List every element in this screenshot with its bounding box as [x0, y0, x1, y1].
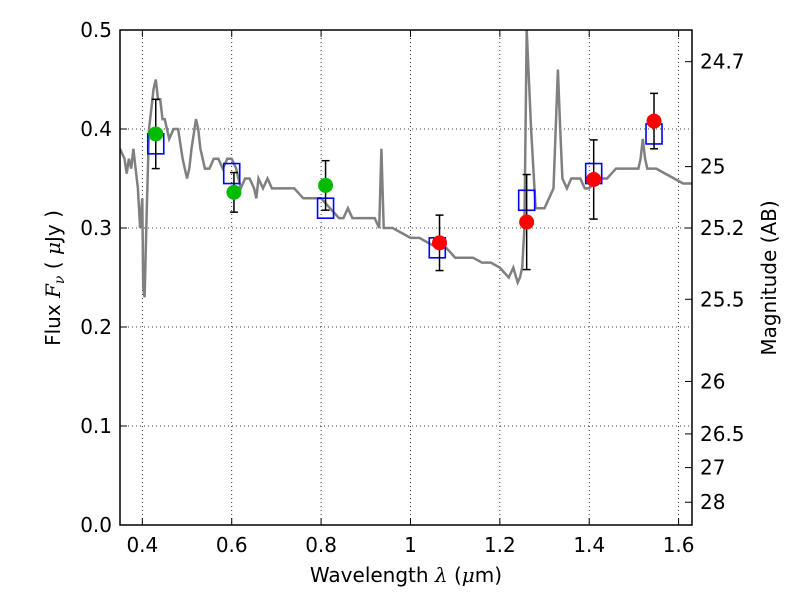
y2-tick-label: 24.7: [700, 50, 745, 74]
x-tick-label: 0.8: [305, 533, 337, 557]
observed-red-point: [432, 235, 448, 251]
plot-frame: [119, 29, 693, 526]
model-photometry-square: [222, 162, 241, 185]
x-tick-label: 0.4: [126, 533, 158, 557]
y-tick-label: 0.3: [80, 216, 112, 240]
x-tick-label: 0.6: [216, 533, 248, 557]
y-tick-label: 0.2: [80, 315, 112, 339]
observed-green-point: [148, 126, 164, 142]
y2-axis-title: Magnitude (AB): [757, 200, 781, 355]
observed-red-point: [586, 171, 602, 187]
x-tick-label: 1.6: [663, 533, 695, 557]
axis-ticks: 0.4 0.6 0.8 1 1.2 1.4 1.6 0.0 0.1 0.2 0.3 0.4 0.5 24.…: [80, 18, 744, 557]
sed-model-line: [120, 30, 692, 298]
observed-red-point: [646, 113, 662, 129]
y2-tick-label: 25.2: [700, 216, 745, 240]
observed-green-point: [226, 184, 242, 200]
y2-tick-label: 25.5: [700, 287, 745, 311]
y2-tick-label: 27: [700, 456, 725, 480]
y2-tick-label: 26.5: [700, 422, 745, 446]
x-tick-label: 1.4: [573, 533, 605, 557]
y-axis-title: Flux Fν ( μJy ): [41, 210, 68, 346]
y-tick-label: 0.1: [80, 414, 112, 438]
y2-tick-label: 28: [700, 490, 725, 514]
observed-red-point: [519, 214, 535, 230]
y2-tick-label: 25: [700, 155, 725, 179]
observed-green-point: [318, 177, 334, 193]
grid-lines: [120, 29, 692, 526]
y-tick-label: 0.0: [80, 513, 112, 537]
x-tick-label: 1: [404, 533, 417, 557]
x-axis-title: Wavelength λ (μm): [310, 563, 502, 587]
y-tick-label: 0.4: [80, 117, 112, 141]
plot-area: [120, 30, 692, 298]
x-tick-label: 1.2: [484, 533, 516, 557]
y2-tick-label: 26: [700, 369, 725, 393]
y-tick-label: 0.5: [80, 18, 112, 42]
